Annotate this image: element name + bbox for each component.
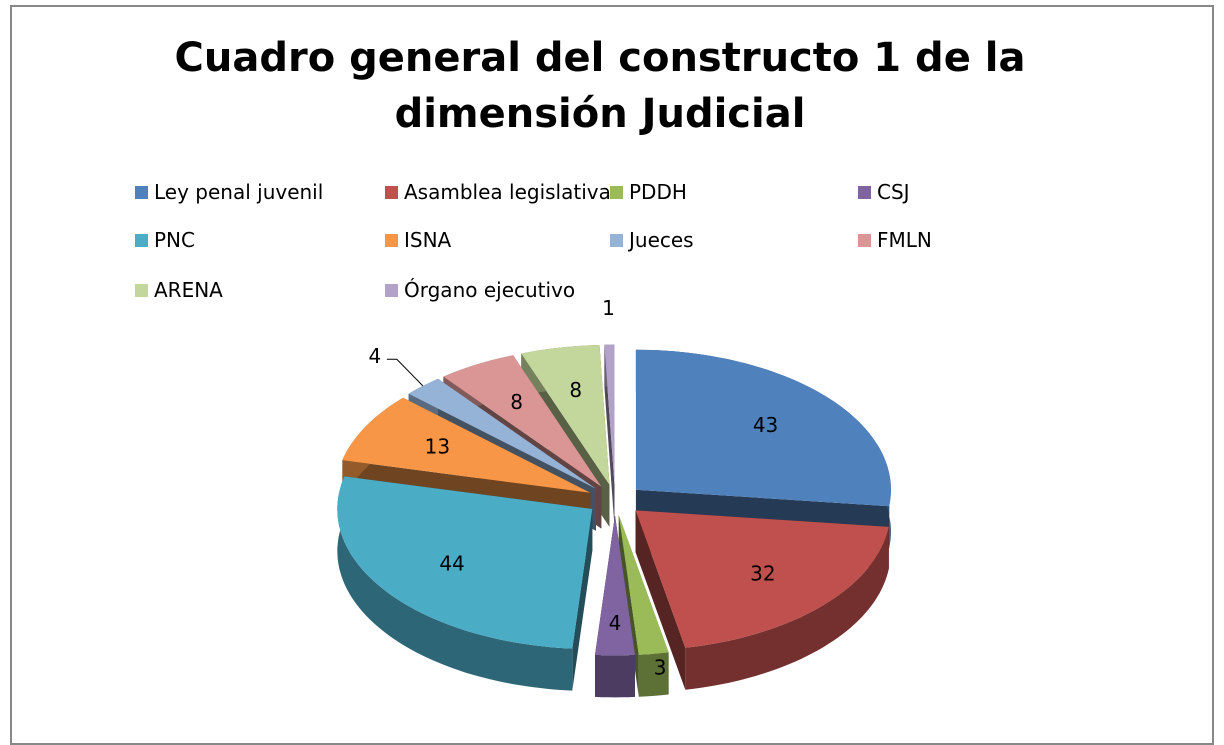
data-label: 32 — [750, 562, 775, 586]
data-label: 13 — [425, 434, 450, 458]
slice-side — [337, 476, 573, 691]
slice — [595, 515, 635, 656]
slice-wall — [572, 509, 593, 691]
slice — [337, 476, 593, 649]
legend-item: ISNA — [385, 228, 451, 252]
legend-swatch — [385, 233, 398, 247]
legend-item: Jueces — [610, 228, 694, 252]
legend-item: PNC — [135, 228, 195, 252]
slice — [443, 355, 602, 487]
legend-swatch — [135, 283, 148, 297]
legend-swatch — [385, 283, 398, 297]
legend-label: PDDH — [629, 180, 687, 204]
legend-label: ARENA — [154, 278, 223, 302]
legend-item: Ley penal juvenil — [135, 180, 323, 204]
legend-swatch — [135, 185, 148, 199]
legend-label: Jueces — [629, 228, 694, 252]
legend-label: ISNA — [404, 228, 452, 252]
legend-label: FMLN — [877, 228, 932, 252]
slice — [618, 515, 669, 655]
slice — [635, 349, 891, 507]
legend-item: ARENA — [135, 278, 223, 302]
legend-label: Ley penal juvenil — [154, 180, 324, 204]
legend-swatch — [858, 233, 871, 247]
slice — [342, 397, 591, 493]
legend-swatch — [385, 185, 398, 199]
legend-item: FMLN — [858, 228, 932, 252]
legend-item: Asamblea legislativa — [385, 180, 611, 204]
data-label: 43 — [753, 413, 778, 437]
legend-label: Órgano ejecutivo — [404, 278, 576, 302]
legend-item: Órgano ejecutivo — [385, 278, 575, 302]
legend-swatch — [610, 233, 623, 247]
slice-side — [685, 526, 889, 690]
data-label: 3 — [654, 655, 667, 679]
data-label: 4 — [609, 611, 622, 635]
slice — [604, 344, 615, 485]
legend-swatch — [610, 185, 623, 199]
leader-line — [386, 358, 424, 387]
slice-side — [595, 654, 635, 698]
legend-swatch — [135, 233, 148, 247]
slice-side — [638, 652, 669, 697]
slice — [635, 510, 889, 648]
legend-swatch — [858, 185, 871, 199]
legend-item: CSJ — [858, 180, 910, 204]
legend-item: PDDH — [610, 180, 687, 204]
legend-label: CSJ — [877, 180, 910, 204]
slice — [521, 345, 610, 485]
slice-wall — [604, 344, 615, 527]
legend-label: PNC — [154, 228, 195, 252]
data-label: 4 — [368, 344, 381, 368]
legend-label: Asamblea legislativa — [404, 180, 611, 204]
data-label: 8 — [510, 390, 523, 414]
slice-wall — [635, 510, 686, 690]
chart-title: Cuadro general del constructo 1 de la di… — [174, 35, 1026, 137]
data-label: 1 — [602, 296, 615, 320]
data-label: 8 — [569, 378, 582, 402]
slice — [408, 378, 596, 489]
data-label: 44 — [439, 551, 464, 575]
